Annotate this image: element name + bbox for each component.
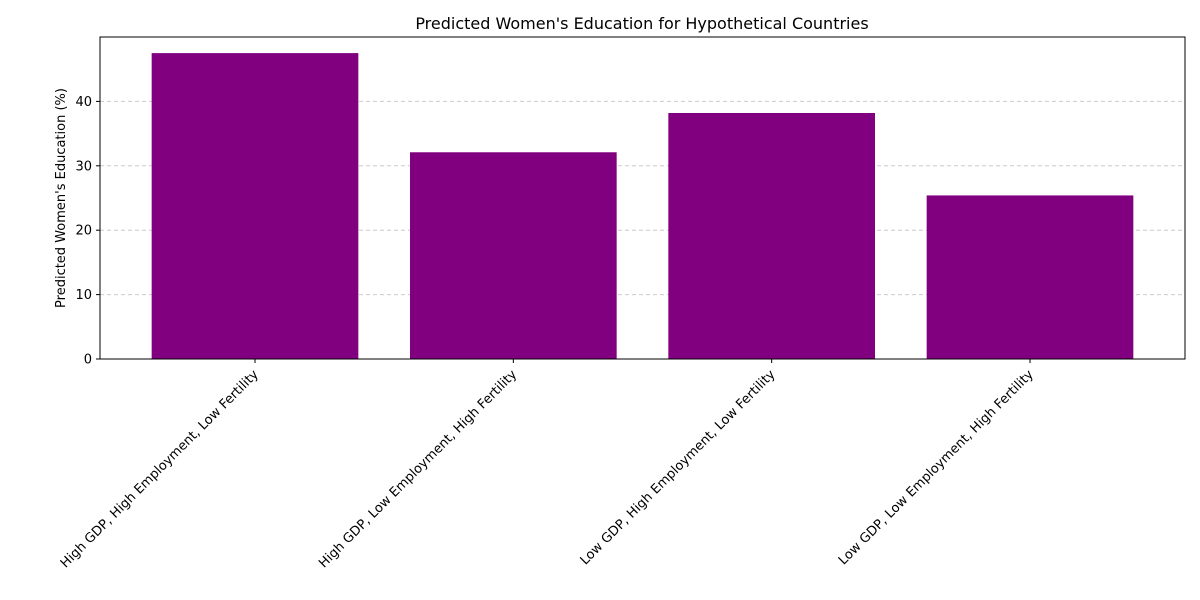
y-tick-label: 30 [75, 159, 92, 174]
chart-title: Predicted Women's Education for Hypothet… [415, 14, 868, 33]
x-tick-label: Low GDP, High Employment, Low Fertility [578, 367, 779, 568]
bar [668, 112, 875, 359]
y-tick-label: 20 [75, 224, 92, 239]
y-tick-label: 0 [84, 353, 92, 368]
plot-frame [99, 36, 1186, 360]
y-tick-label: 10 [75, 288, 92, 303]
bar [151, 53, 359, 359]
bar [926, 195, 1134, 359]
x-tick-label: High GDP, Low Employment, High Fertility [316, 367, 520, 571]
y-tick-label: 40 [75, 95, 92, 110]
bars [151, 53, 1134, 359]
bar [410, 152, 617, 359]
x-tick-label: High GDP, High Employment, Low Fertility [58, 367, 262, 571]
x-axis-ticks: High GDP, High Employment, Low Fertility… [58, 359, 1037, 571]
x-tick-label: Low GDP, Low Employment, High Fertility [836, 367, 1037, 568]
y-axis-label: Predicted Women's Education (%) [54, 88, 69, 308]
y-axis-ticks: 0 10 20 30 40 [75, 95, 100, 368]
